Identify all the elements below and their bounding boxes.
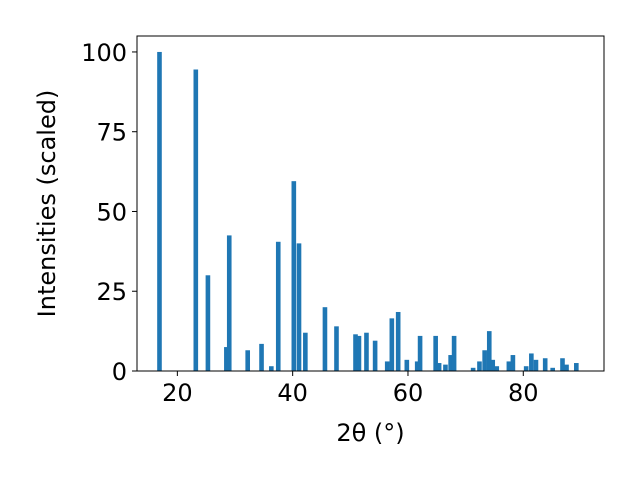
- y-axis-label: Intensities (scaled): [33, 90, 61, 318]
- bar: [395, 311, 401, 371]
- bar: [322, 307, 328, 371]
- y-tick-label: 75: [96, 119, 127, 147]
- bar: [205, 275, 211, 371]
- bar: [296, 243, 302, 371]
- bar: [364, 332, 369, 371]
- x-axis-ticks: 20 40 60 80: [162, 371, 539, 407]
- bar: [269, 366, 274, 371]
- bar: [574, 363, 579, 371]
- bar: [417, 335, 423, 371]
- x-tick-label: 80: [508, 379, 539, 407]
- y-tick-label: 50: [96, 198, 127, 226]
- bar: [448, 355, 453, 371]
- bar: [193, 69, 199, 371]
- bar: [433, 335, 438, 371]
- y-tick-label: 25: [96, 278, 127, 306]
- bar: [482, 350, 487, 371]
- bar: [523, 366, 529, 371]
- y-axis-ticks: 0 25 50 75 100: [81, 39, 137, 386]
- bar: [486, 331, 492, 371]
- bar: [389, 318, 395, 371]
- bar: [245, 350, 251, 371]
- bar: [372, 340, 378, 371]
- x-tick-label: 60: [393, 379, 424, 407]
- bar: [510, 355, 516, 371]
- y-tick-label: 100: [81, 39, 127, 67]
- plot-frame: [136, 35, 605, 372]
- bar: [275, 241, 281, 371]
- bar: [226, 235, 232, 371]
- bar: [334, 326, 339, 371]
- bar: [477, 361, 482, 371]
- bar: [470, 367, 476, 371]
- bar: [404, 359, 410, 371]
- x-tick-label: 20: [162, 379, 193, 407]
- bar: [550, 367, 555, 371]
- bar: [533, 359, 539, 371]
- bar: [560, 358, 565, 371]
- bar: [259, 343, 264, 371]
- bar: [436, 363, 442, 371]
- bar: [542, 358, 548, 371]
- bar: [291, 181, 297, 371]
- bar: [506, 361, 512, 371]
- x-tick-label: 40: [277, 379, 308, 407]
- bar: [494, 366, 500, 371]
- bar: [157, 51, 162, 371]
- y-tick-label: 0: [112, 358, 127, 386]
- bar: [356, 335, 362, 371]
- x-axis-label: 2θ (°): [336, 419, 404, 447]
- bar: [414, 361, 420, 371]
- bar: [443, 364, 448, 371]
- bar: [303, 332, 308, 371]
- bar: [529, 353, 534, 371]
- bar: [384, 361, 390, 371]
- bar: [564, 364, 569, 371]
- bars-group: [157, 51, 579, 371]
- bar: [353, 334, 358, 371]
- bar: [490, 359, 496, 371]
- bar: [224, 347, 229, 371]
- bar: [451, 335, 457, 371]
